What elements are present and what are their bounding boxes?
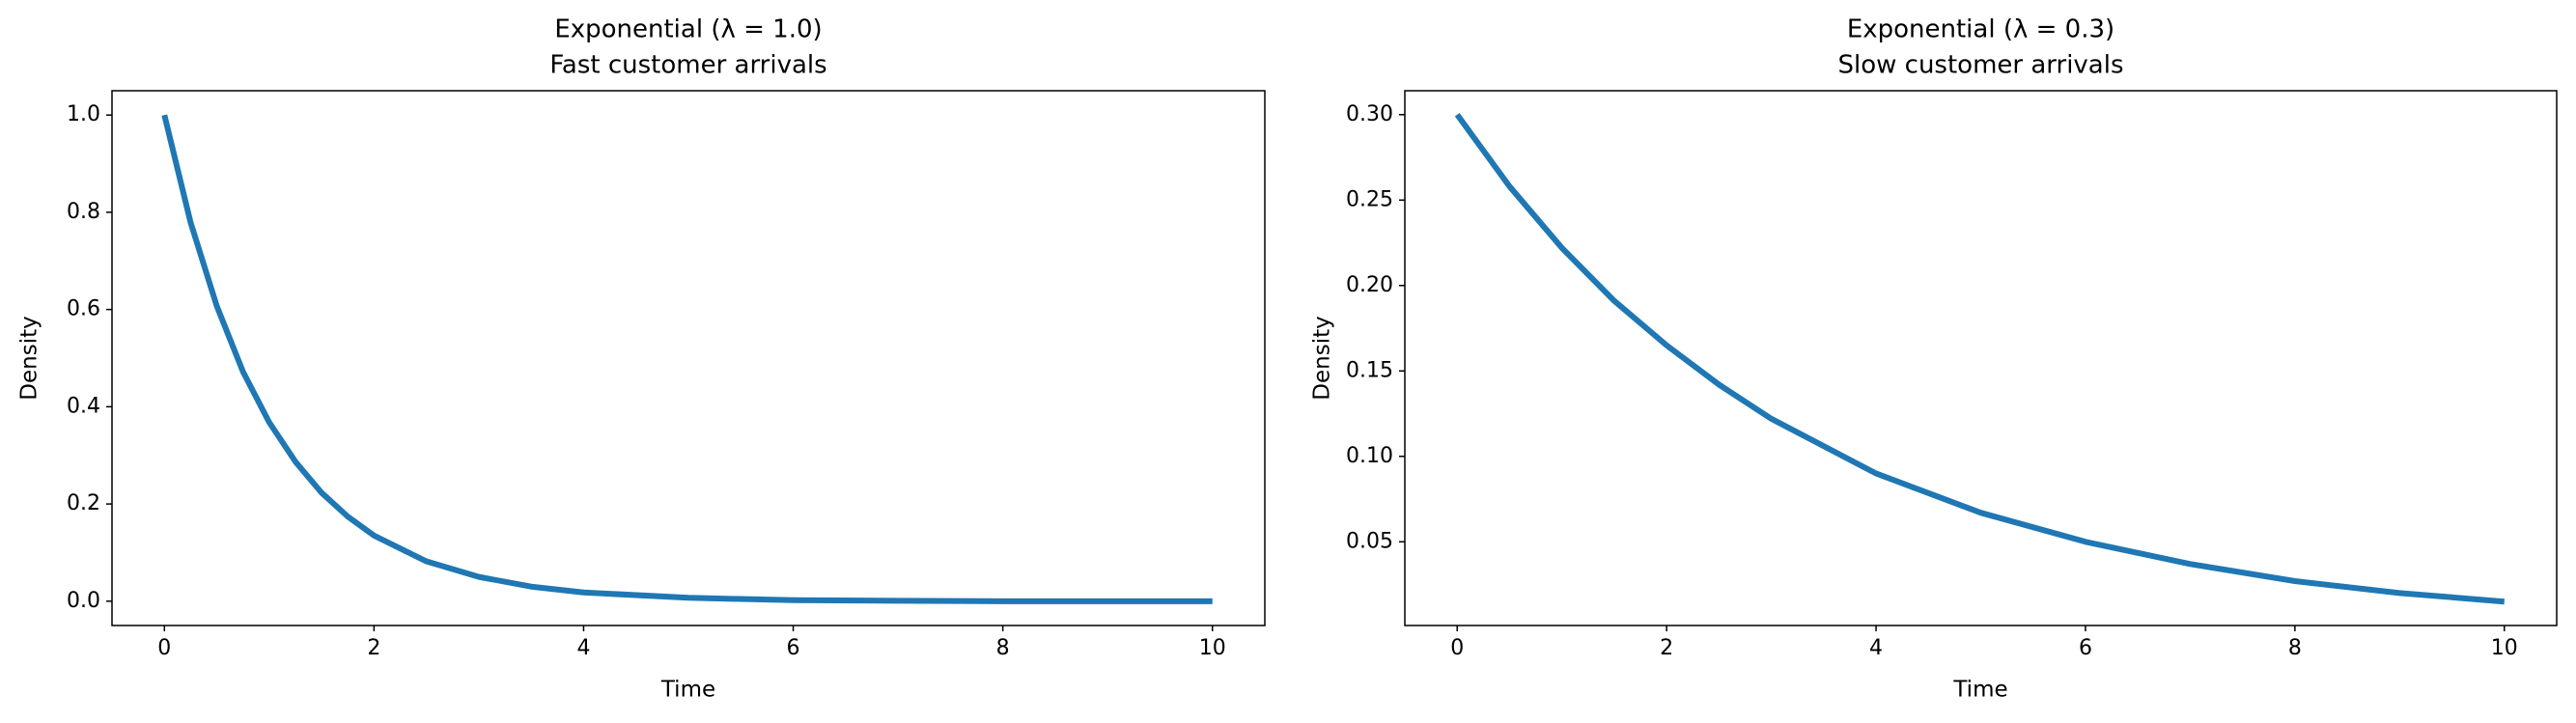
x-tick-label: 8 [2288, 636, 2302, 660]
x-tick-label: 10 [1199, 636, 1226, 660]
chart-subtitle: Fast customer arrivals [549, 51, 826, 80]
data-line [1454, 113, 2506, 605]
y-tick-label: 1.0 [67, 102, 100, 126]
subplot: Exponential (λ = 1.0) Fast customer arriv… [17, 15, 1266, 703]
x-tick-label: 6 [2079, 636, 2092, 660]
y-tick-label: 0.30 [1346, 102, 1393, 126]
x-tick-label: 0 [157, 636, 171, 660]
y-tick-label: 0.0 [67, 589, 100, 613]
y-tick-label: 0.25 [1346, 187, 1393, 211]
x-axis-label: Time [660, 678, 715, 703]
data-line [161, 114, 1213, 604]
subplot: Exponential (λ = 0.3) Slow customer arriv… [1310, 15, 2558, 703]
y-tick-label: 0.10 [1346, 444, 1393, 468]
x-tick-label: 4 [576, 636, 590, 660]
x-tick-label: 10 [2491, 636, 2518, 660]
y-tick-label: 0.20 [1346, 273, 1393, 297]
x-tick-label: 4 [1869, 636, 1883, 660]
x-tick-label: 2 [1660, 636, 1673, 660]
chart-subtitle: Slow customer arrivals [1837, 51, 2123, 80]
y-axis-label: Density [17, 316, 42, 400]
y-tick-label: 0.8 [67, 200, 100, 224]
y-tick-label: 0.2 [67, 491, 100, 515]
y-axis-label: Density [1310, 316, 1335, 400]
plot-frame [1404, 90, 2558, 626]
y-tick-label: 0.15 [1346, 358, 1393, 382]
chart-title: Exponential (λ = 1.0) [554, 15, 822, 44]
y-tick-label: 0.4 [67, 394, 100, 418]
x-axis-label: Time [1952, 678, 2007, 703]
x-tick-label: 2 [367, 636, 380, 660]
y-tick-label: 0.6 [67, 297, 100, 321]
y-tick-label: 0.05 [1346, 529, 1393, 553]
x-tick-label: 0 [1450, 636, 1464, 660]
x-tick-label: 6 [787, 636, 800, 660]
plot-frame [111, 90, 1266, 626]
x-tick-label: 8 [996, 636, 1010, 660]
chart-title: Exponential (λ = 0.3) [1847, 15, 2114, 44]
